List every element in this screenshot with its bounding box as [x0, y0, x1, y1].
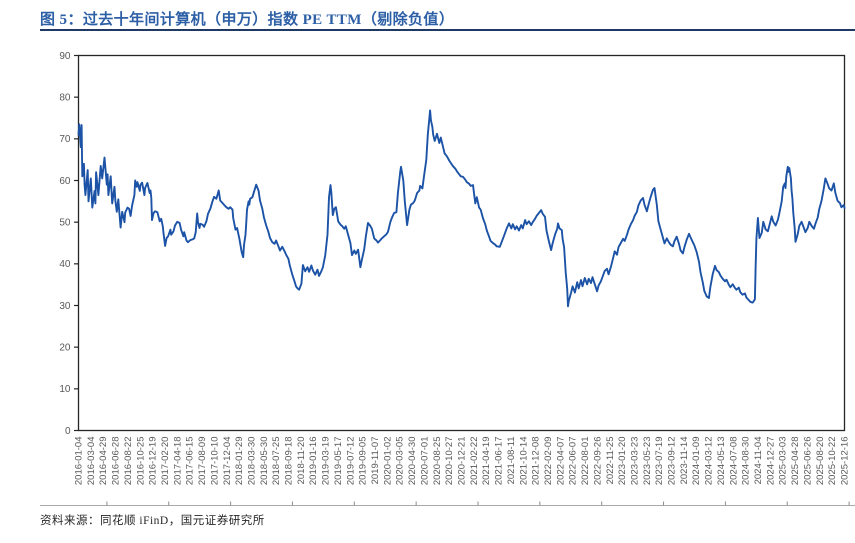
x-axis-label: 2017-08-09	[197, 437, 208, 486]
y-axis-label: 80	[59, 93, 71, 104]
x-axis-label: 2017-06-15	[185, 437, 196, 486]
source-note: 资料来源：同花顺 iFinD，国元证券研究所	[40, 515, 265, 527]
x-axis-label: 2018-09-18	[284, 437, 295, 486]
x-axis-label: 2016-08-22	[123, 437, 134, 486]
x-axis-label: 2016-01-04	[74, 437, 85, 486]
x-axis-label: 2017-10-10	[209, 437, 220, 486]
x-axis-label: 2023-07-19	[654, 437, 665, 486]
x-axis-label: 2018-07-25	[271, 437, 282, 486]
x-axis-label: 2018-11-20	[296, 437, 307, 485]
plot-border	[77, 54, 846, 432]
x-axis-label: 2021-02-22	[469, 437, 480, 486]
x-axis-label: 2017-04-18	[172, 437, 183, 486]
x-axis-label: 2022-11-25	[605, 437, 616, 485]
x-axis-label: 2022-09-26	[592, 437, 603, 486]
x-axis-label: 2020-03-05	[395, 437, 406, 486]
x-axis-label: 2020-07-01	[419, 437, 430, 486]
figure-title: 图 5：过去十年间计算机（申万）指数 PE TTM（剔除负值）	[40, 12, 455, 28]
x-axis-label: 2016-04-29	[98, 437, 109, 486]
x-axis-label: 2016-10-25	[135, 437, 146, 486]
y-axis-label: 70	[59, 134, 71, 145]
x-axis-label: 2025-06-26	[802, 437, 813, 486]
y-axis-label: 30	[59, 301, 71, 312]
y-axis-label: 0	[65, 426, 71, 437]
x-axis-label: 2017-12-04	[222, 437, 233, 486]
x-axis-label: 2023-09-12	[667, 437, 678, 486]
x-axis-label: 2024-12-27	[765, 437, 776, 486]
x-axis-label: 2016-03-04	[86, 437, 97, 486]
x-axis-label: 2024-08-30	[741, 437, 752, 486]
x-axis-label: 2021-06-17	[494, 437, 505, 486]
x-axis-label: 2020-08-25	[432, 437, 443, 486]
x-axis-label: 2022-06-07	[568, 437, 579, 486]
title-rule	[40, 29, 855, 31]
x-axis-label: 2022-04-07	[555, 437, 566, 486]
x-axis-label: 2021-04-19	[481, 437, 492, 486]
y-axis-label: 90	[59, 51, 71, 62]
x-axis-label: 2022-08-01	[580, 437, 591, 486]
x-axis-label: 2024-05-13	[716, 437, 727, 486]
x-axis-label: 2025-08-20	[815, 437, 826, 486]
x-axis-label: 2024-11-04	[753, 437, 764, 485]
x-axis-label: 2018-05-30	[259, 437, 270, 486]
x-axis-label: 2023-03-23	[629, 437, 640, 486]
x-axis-label: 2023-01-20	[617, 437, 628, 486]
y-axis-label: 60	[59, 176, 71, 187]
x-axis-label: 2021-10-14	[518, 437, 529, 486]
y-axis-label: 20	[59, 343, 71, 354]
x-axis-label: 2019-09-05	[358, 437, 369, 486]
x-axis-label: 2025-10-22	[827, 437, 838, 486]
x-axis-label: 2025-12-16	[840, 437, 851, 486]
y-axis-label: 40	[59, 259, 71, 270]
x-axis-label: 2021-12-08	[531, 437, 542, 486]
x-axis-label: 2020-01-02	[382, 437, 393, 486]
y-axis-label: 50	[59, 218, 71, 229]
x-axis-label: 2020-10-27	[444, 437, 455, 486]
x-axis-label: 2024-07-08	[728, 437, 739, 486]
x-axis-label: 2024-01-09	[691, 437, 702, 486]
x-axis-label: 2019-01-16	[308, 437, 319, 486]
x-axis-label: 2020-12-21	[457, 437, 468, 486]
x-axis-label: 2016-12-19	[148, 437, 159, 486]
x-axis-label: 2025-04-28	[790, 437, 801, 486]
x-axis-label: 2019-03-19	[321, 437, 332, 486]
x-axis-label: 2016-06-28	[111, 437, 122, 486]
x-axis-label: 2019-11-07	[370, 437, 381, 485]
x-axis-label: 2021-08-11	[506, 437, 517, 485]
x-axis-label: 2020-04-30	[407, 437, 418, 486]
x-axis-label: 2024-03-12	[704, 437, 715, 486]
x-axis-label: 2025-03-03	[778, 437, 789, 486]
x-axis-label: 2019-05-17	[333, 437, 344, 486]
x-axis-label: 2023-05-23	[642, 437, 653, 486]
x-axis-label: 2023-11-14	[679, 437, 690, 485]
pe-ttm-series-line	[77, 109, 846, 308]
x-axis-label: 2018-01-29	[234, 437, 245, 486]
x-axis-label: 2019-07-12	[345, 437, 356, 486]
x-axis-label: 2022-02-09	[543, 437, 554, 486]
x-axis-label: 2018-03-30	[246, 437, 257, 486]
x-axis-label: 2017-02-20	[160, 437, 171, 486]
y-axis-label: 10	[59, 384, 71, 395]
